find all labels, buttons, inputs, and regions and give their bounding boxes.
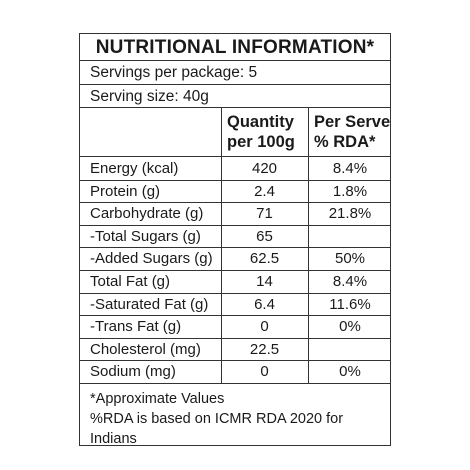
nutrient-name: -Total Sugars (g) [90, 227, 201, 245]
rda-header: Per Serve % RDA* [308, 108, 392, 156]
nutrient-name: Carbohydrate (g) [90, 205, 204, 223]
rda-value: 0% [339, 318, 361, 336]
quantity-value: 65 [256, 227, 273, 245]
rda-value: 0% [339, 363, 361, 381]
rda-header-line2: % RDA* [314, 133, 376, 151]
quantity-value: 420 [251, 160, 278, 177]
nutrient-name: -Trans Fat (g) [90, 318, 182, 336]
nutrient-name: Energy (kcal) [90, 160, 179, 177]
rda-value: 11.6% [329, 295, 371, 313]
table-row: Carbohydrate (g) 71 21.8% [80, 203, 390, 226]
table-row: -Saturated Fat (g) 6.4 11.6% [80, 294, 390, 317]
quantity-header-line1: Quantity [227, 113, 294, 131]
table-row: Cholesterol (mg) 22.5 [80, 339, 390, 362]
rda-value: 1.8% [332, 182, 368, 200]
table-row: Protein (g) 2.4 1.8% [80, 181, 390, 204]
quantity-value: 2.4 [254, 182, 275, 200]
footnotes: *Approximate Values %RDA is based on ICM… [90, 389, 390, 449]
quantity-value: 6.4 [254, 295, 275, 313]
rda-value: 8.4% [332, 273, 368, 290]
quantity-header: Quantity per 100g [221, 108, 308, 156]
panel-title: NUTRITIONAL INFORMATION* [80, 34, 390, 61]
nutrient-name: -Added Sugars (g) [90, 250, 213, 268]
nutrient-name: Protein (g) [90, 182, 161, 200]
column-divider [221, 108, 222, 384]
rda-value: 21.8% [328, 205, 372, 223]
footnote-approximate: *Approximate Values [90, 391, 225, 407]
quantity-header-line2: per 100g [227, 133, 295, 151]
quantity-value: 0 [260, 318, 269, 336]
serving-size: Serving size: 40g [80, 85, 390, 108]
quantity-value: 71 [256, 205, 273, 223]
nutrient-name: Cholesterol (mg) [90, 340, 201, 358]
table-header: Quantity per 100g Per Serve % RDA* [80, 108, 390, 157]
quantity-value: 62.5 [249, 250, 280, 268]
quantity-value: 14 [256, 273, 273, 290]
table-row: -Total Sugars (g) 65 [80, 226, 390, 249]
table-row: -Added Sugars (g) 62.5 50% [80, 248, 390, 271]
nutrient-name: Sodium (mg) [90, 363, 176, 381]
table-row: Sodium (mg) 0 0% [80, 361, 390, 384]
table-row: Energy (kcal) 420 8.4% [80, 158, 390, 181]
footnote-rda-basis: %RDA is based on ICMR RDA 2020 for India… [90, 411, 344, 447]
nutrient-name: Total Fat (g) [90, 273, 171, 290]
table-row: Total Fat (g) 14 8.4% [80, 271, 390, 294]
quantity-value: 0 [260, 363, 269, 381]
rda-value: 50% [334, 250, 366, 268]
rda-value: 8.4% [332, 160, 368, 177]
rda-header-line1: Per Serve [314, 113, 391, 131]
nutrient-name: -Saturated Fat (g) [90, 295, 209, 313]
quantity-value: 22.5 [249, 340, 280, 358]
servings-per-package: Servings per package: 5 [80, 61, 390, 85]
column-divider [308, 108, 309, 384]
table-row: -Trans Fat (g) 0 0% [80, 316, 390, 339]
nutrition-panel: NUTRITIONAL INFORMATION* Servings per pa… [79, 33, 391, 449]
